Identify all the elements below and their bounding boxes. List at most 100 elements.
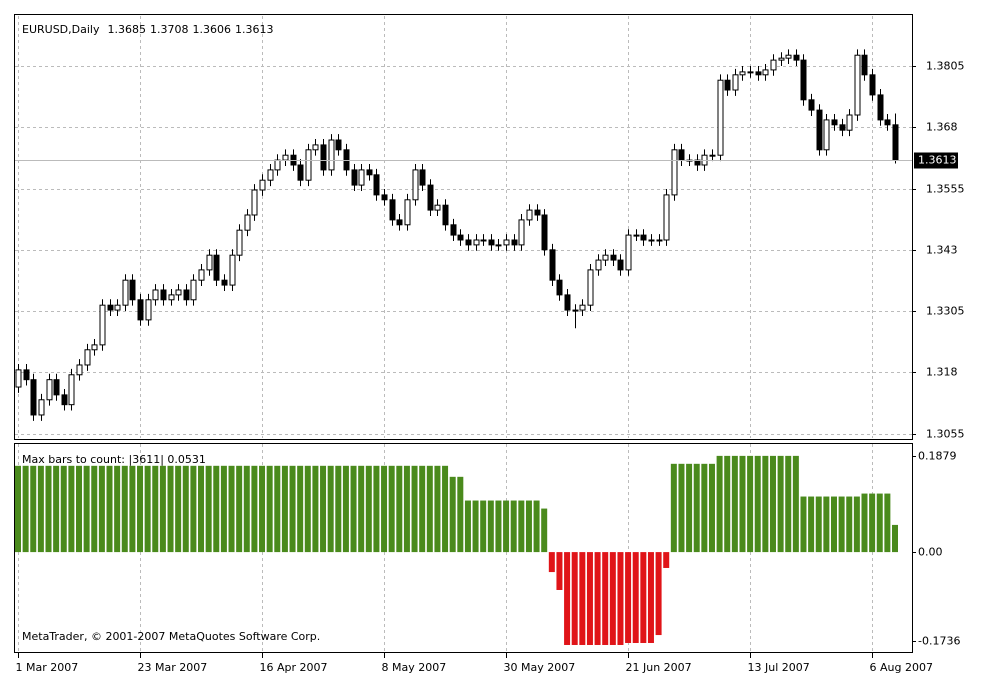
candle-body bbox=[99, 304, 106, 346]
candle-body bbox=[145, 299, 152, 321]
histogram-bar bbox=[869, 493, 876, 553]
histogram-bar bbox=[289, 465, 296, 553]
x-tick-label: 1 Mar 2007 bbox=[16, 661, 79, 674]
candle-body bbox=[724, 79, 731, 91]
candle-body bbox=[892, 124, 899, 161]
candle-body bbox=[412, 169, 419, 201]
candle-body bbox=[419, 169, 426, 186]
histogram-bar bbox=[762, 455, 769, 553]
y-tick-label: -0.1736 bbox=[918, 635, 960, 648]
histogram-bar bbox=[53, 465, 60, 553]
candle-body bbox=[366, 169, 373, 176]
candle-body bbox=[328, 139, 335, 171]
candle-body bbox=[137, 299, 144, 321]
histogram-bar bbox=[586, 552, 593, 645]
histogram-bar bbox=[808, 496, 815, 553]
candle-body bbox=[297, 164, 304, 181]
histogram-bar bbox=[815, 496, 822, 553]
candle-body bbox=[762, 69, 769, 76]
candle-body bbox=[465, 239, 472, 246]
histogram-bar bbox=[876, 493, 883, 553]
histogram-bar bbox=[60, 465, 67, 553]
candle-body bbox=[610, 254, 617, 261]
candle-body bbox=[358, 169, 365, 186]
histogram-bar bbox=[777, 455, 784, 553]
candle-body bbox=[450, 224, 457, 236]
histogram-bar bbox=[747, 455, 754, 553]
histogram-bar bbox=[396, 465, 403, 553]
histogram-bar bbox=[670, 463, 677, 553]
candle-body bbox=[107, 304, 114, 311]
histogram-bar bbox=[350, 465, 357, 553]
histogram-bar bbox=[76, 465, 83, 553]
candle-body bbox=[503, 239, 510, 246]
candle-body bbox=[541, 214, 548, 251]
histogram-bar bbox=[609, 552, 616, 645]
histogram-bar bbox=[266, 465, 273, 553]
candle-body bbox=[76, 364, 83, 376]
price-pane bbox=[14, 14, 913, 440]
candle-body bbox=[434, 204, 441, 211]
histogram-bar bbox=[68, 465, 75, 553]
candle-body bbox=[778, 57, 785, 61]
histogram-bar bbox=[297, 465, 304, 553]
histogram-bar bbox=[754, 455, 761, 553]
candle-body bbox=[221, 279, 228, 286]
histogram-bar bbox=[480, 500, 487, 553]
histogram-bar bbox=[228, 465, 235, 553]
histogram-bar bbox=[98, 465, 105, 553]
candle-body bbox=[656, 239, 663, 242]
histogram-bar bbox=[37, 465, 44, 553]
candle-body bbox=[526, 209, 533, 221]
histogram-bar bbox=[365, 465, 372, 553]
candle-body bbox=[579, 304, 586, 311]
histogram-bar bbox=[419, 465, 426, 553]
last-open: 1.3685 bbox=[107, 23, 146, 36]
y-tick-label: 1.3055 bbox=[926, 428, 965, 441]
histogram-bar bbox=[823, 496, 830, 553]
candle-body bbox=[869, 74, 876, 96]
histogram-bar bbox=[708, 463, 715, 553]
histogram-bar bbox=[525, 500, 532, 553]
histogram-bar bbox=[411, 465, 418, 553]
candle-body bbox=[404, 199, 411, 226]
labels: 1 Mar 2007 23 Mar 2007 16 Apr 2007 8 May 20… bbox=[16, 60, 965, 675]
y-tick-label: 1.3305 bbox=[926, 305, 965, 318]
histogram-bar bbox=[663, 552, 670, 568]
candle-body bbox=[671, 149, 678, 196]
histogram-bar bbox=[625, 552, 632, 643]
candle-body bbox=[793, 54, 800, 61]
x-tick-label: 21 Jun 2007 bbox=[626, 661, 692, 674]
histogram-bar bbox=[655, 552, 662, 636]
histogram-bar bbox=[388, 465, 395, 553]
histogram-bar bbox=[45, 465, 52, 553]
candle-body bbox=[831, 119, 838, 126]
candle-body bbox=[549, 249, 556, 281]
histogram-bar bbox=[251, 465, 258, 553]
candle-body bbox=[717, 79, 724, 156]
candle-body bbox=[785, 54, 792, 59]
candle-body bbox=[648, 239, 655, 242]
histogram-bar bbox=[892, 524, 898, 553]
histogram-bar bbox=[731, 455, 738, 553]
histogram-bar bbox=[236, 465, 243, 553]
histogram-bar bbox=[541, 508, 548, 553]
histogram-bar bbox=[884, 493, 891, 553]
histogram-bar bbox=[769, 455, 776, 553]
histogram-bar bbox=[91, 465, 98, 553]
histogram-bar bbox=[830, 496, 837, 553]
histogram-bar bbox=[403, 465, 410, 553]
last-close: 1.3613 bbox=[235, 23, 274, 36]
candle-body bbox=[556, 279, 563, 296]
histogram-bar bbox=[518, 500, 525, 553]
candle-body bbox=[816, 109, 823, 151]
histogram-bar bbox=[640, 552, 647, 643]
y-tick-label: 1.368 bbox=[926, 121, 958, 134]
indicator-pane bbox=[14, 443, 913, 653]
histogram-bar bbox=[503, 500, 510, 553]
histogram-bar bbox=[342, 465, 349, 553]
y-tick-label: 1.3555 bbox=[926, 183, 965, 196]
histogram-bar bbox=[701, 463, 708, 553]
